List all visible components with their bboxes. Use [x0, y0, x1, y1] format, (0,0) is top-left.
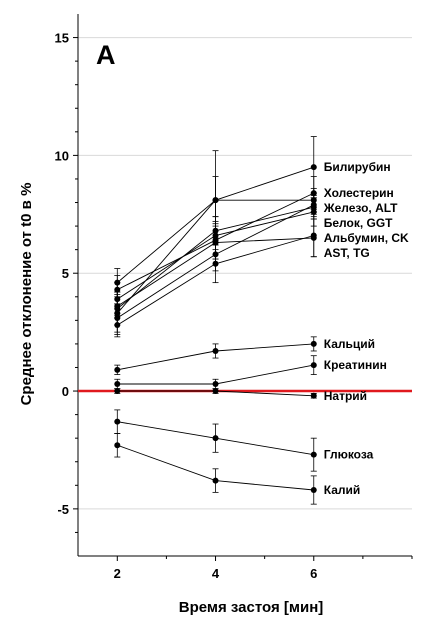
data-point	[310, 392, 317, 399]
series	[114, 218, 317, 319]
series-label: Альбумин, CK	[324, 231, 409, 245]
x-axis-title: Время застоя [мин]	[179, 599, 324, 616]
series-label: Кальций	[324, 337, 375, 351]
data-point	[310, 201, 317, 208]
series	[114, 433, 317, 505]
data-point	[212, 477, 219, 484]
data-point	[114, 418, 121, 425]
data-point	[310, 362, 317, 369]
series-label: Холестерин	[324, 186, 394, 200]
series-label: Железо, ALT	[323, 201, 398, 215]
x-tick-label: 6	[310, 566, 317, 581]
series	[114, 409, 317, 472]
series-label: Натрий	[324, 389, 367, 403]
data-point	[212, 435, 219, 442]
data-point	[114, 388, 121, 395]
data-point	[310, 164, 317, 171]
data-point	[310, 340, 317, 347]
data-point	[114, 380, 121, 387]
axes	[77, 14, 412, 557]
tick-marks: -5 0 5 10 15 2 4 6	[55, 31, 413, 581]
series	[114, 355, 317, 390]
data-point	[114, 366, 121, 373]
series-label: Билирубин	[324, 160, 391, 174]
series-label: Белок, GGT	[324, 216, 393, 230]
y-tick-label: 15	[55, 31, 69, 46]
y-tick-label: 10	[55, 148, 69, 163]
series-label: AST, TG	[324, 246, 370, 260]
data-point	[310, 451, 317, 458]
data-point	[114, 442, 121, 449]
data-point	[310, 234, 317, 241]
series-label: Креатинин	[324, 358, 387, 372]
series	[114, 388, 317, 399]
data-point	[212, 239, 219, 246]
data-point	[212, 347, 219, 354]
y-axis-title: Среднее отклонение от t0 в %	[18, 183, 35, 406]
series	[114, 336, 317, 375]
data-point	[212, 197, 219, 204]
data-point	[114, 303, 121, 310]
series-label: Калий	[324, 483, 361, 497]
x-tick-label: 4	[212, 566, 220, 581]
series-group	[114, 136, 317, 505]
data-point	[310, 487, 317, 494]
y-tick-label: -5	[57, 502, 69, 517]
x-tick-label: 2	[114, 566, 121, 581]
panel-label: A	[96, 40, 116, 70]
y-tick-label: 0	[62, 384, 69, 399]
data-point	[212, 388, 219, 395]
y-tick-label: 5	[62, 266, 69, 281]
data-point	[212, 380, 219, 387]
grid-lines	[78, 37, 412, 510]
series-label: Глюкоза	[324, 448, 374, 462]
